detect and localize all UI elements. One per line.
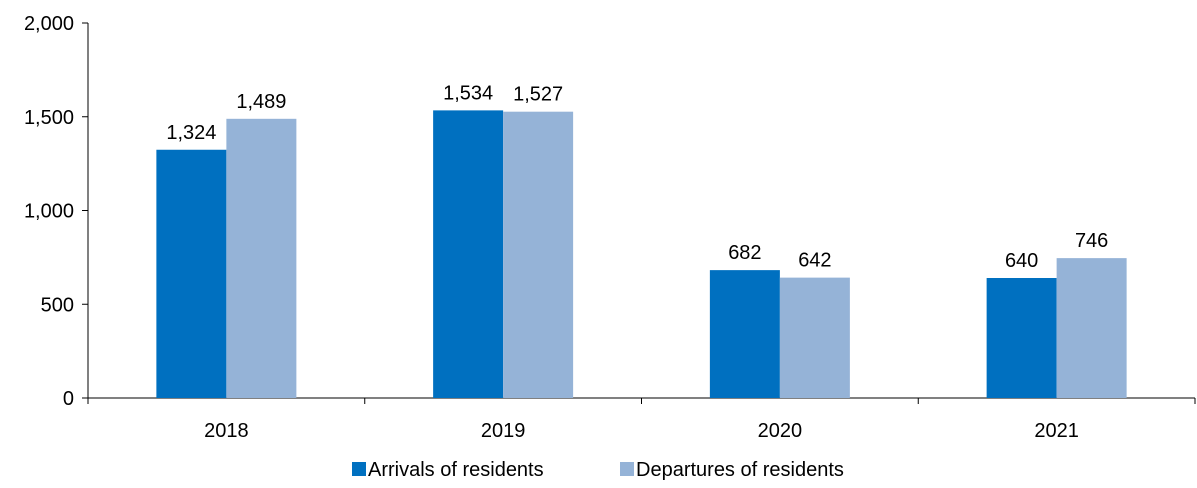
x-tick-label: 2020 xyxy=(758,420,803,442)
data-label: 746 xyxy=(1075,230,1108,252)
bar xyxy=(226,118,297,398)
x-tick-label: 2021 xyxy=(1034,420,1079,442)
y-tick-label: 1,500 xyxy=(24,107,74,129)
data-label: 1,324 xyxy=(166,122,216,144)
data-label: 1,527 xyxy=(513,84,563,106)
bar xyxy=(433,110,504,398)
legend-label: Arrivals of residents xyxy=(368,459,544,481)
bar xyxy=(779,277,850,398)
y-tick-label: 2,000 xyxy=(24,13,74,35)
data-label: 682 xyxy=(728,242,761,264)
data-label: 1,489 xyxy=(236,91,286,113)
bar xyxy=(1056,258,1127,398)
bar xyxy=(503,111,574,398)
bar xyxy=(709,270,780,398)
legend-swatch xyxy=(352,462,366,476)
bar xyxy=(156,149,227,398)
data-labels: 1,324 1,489 1,534 1,527 682 642 640 746 xyxy=(166,82,1108,272)
legend-label: Departures of residents xyxy=(636,459,844,481)
data-label: 640 xyxy=(1005,250,1038,272)
legend-swatch xyxy=(620,462,634,476)
axes: 0 500 1,000 1,500 2,000 2018 2019 2020 2021 xyxy=(24,13,1196,442)
y-tick-label: 500 xyxy=(41,294,74,316)
legend: Arrivals of residents Departures of resid… xyxy=(352,459,844,481)
bar xyxy=(986,278,1057,398)
x-tick-label: 2018 xyxy=(204,420,249,442)
bars xyxy=(156,110,1127,398)
x-tick-label: 2019 xyxy=(481,420,526,442)
y-tick-label: 0 xyxy=(63,388,74,410)
data-label: 642 xyxy=(798,250,831,272)
y-tick-label: 1,000 xyxy=(24,201,74,223)
data-label: 1,534 xyxy=(443,82,493,104)
